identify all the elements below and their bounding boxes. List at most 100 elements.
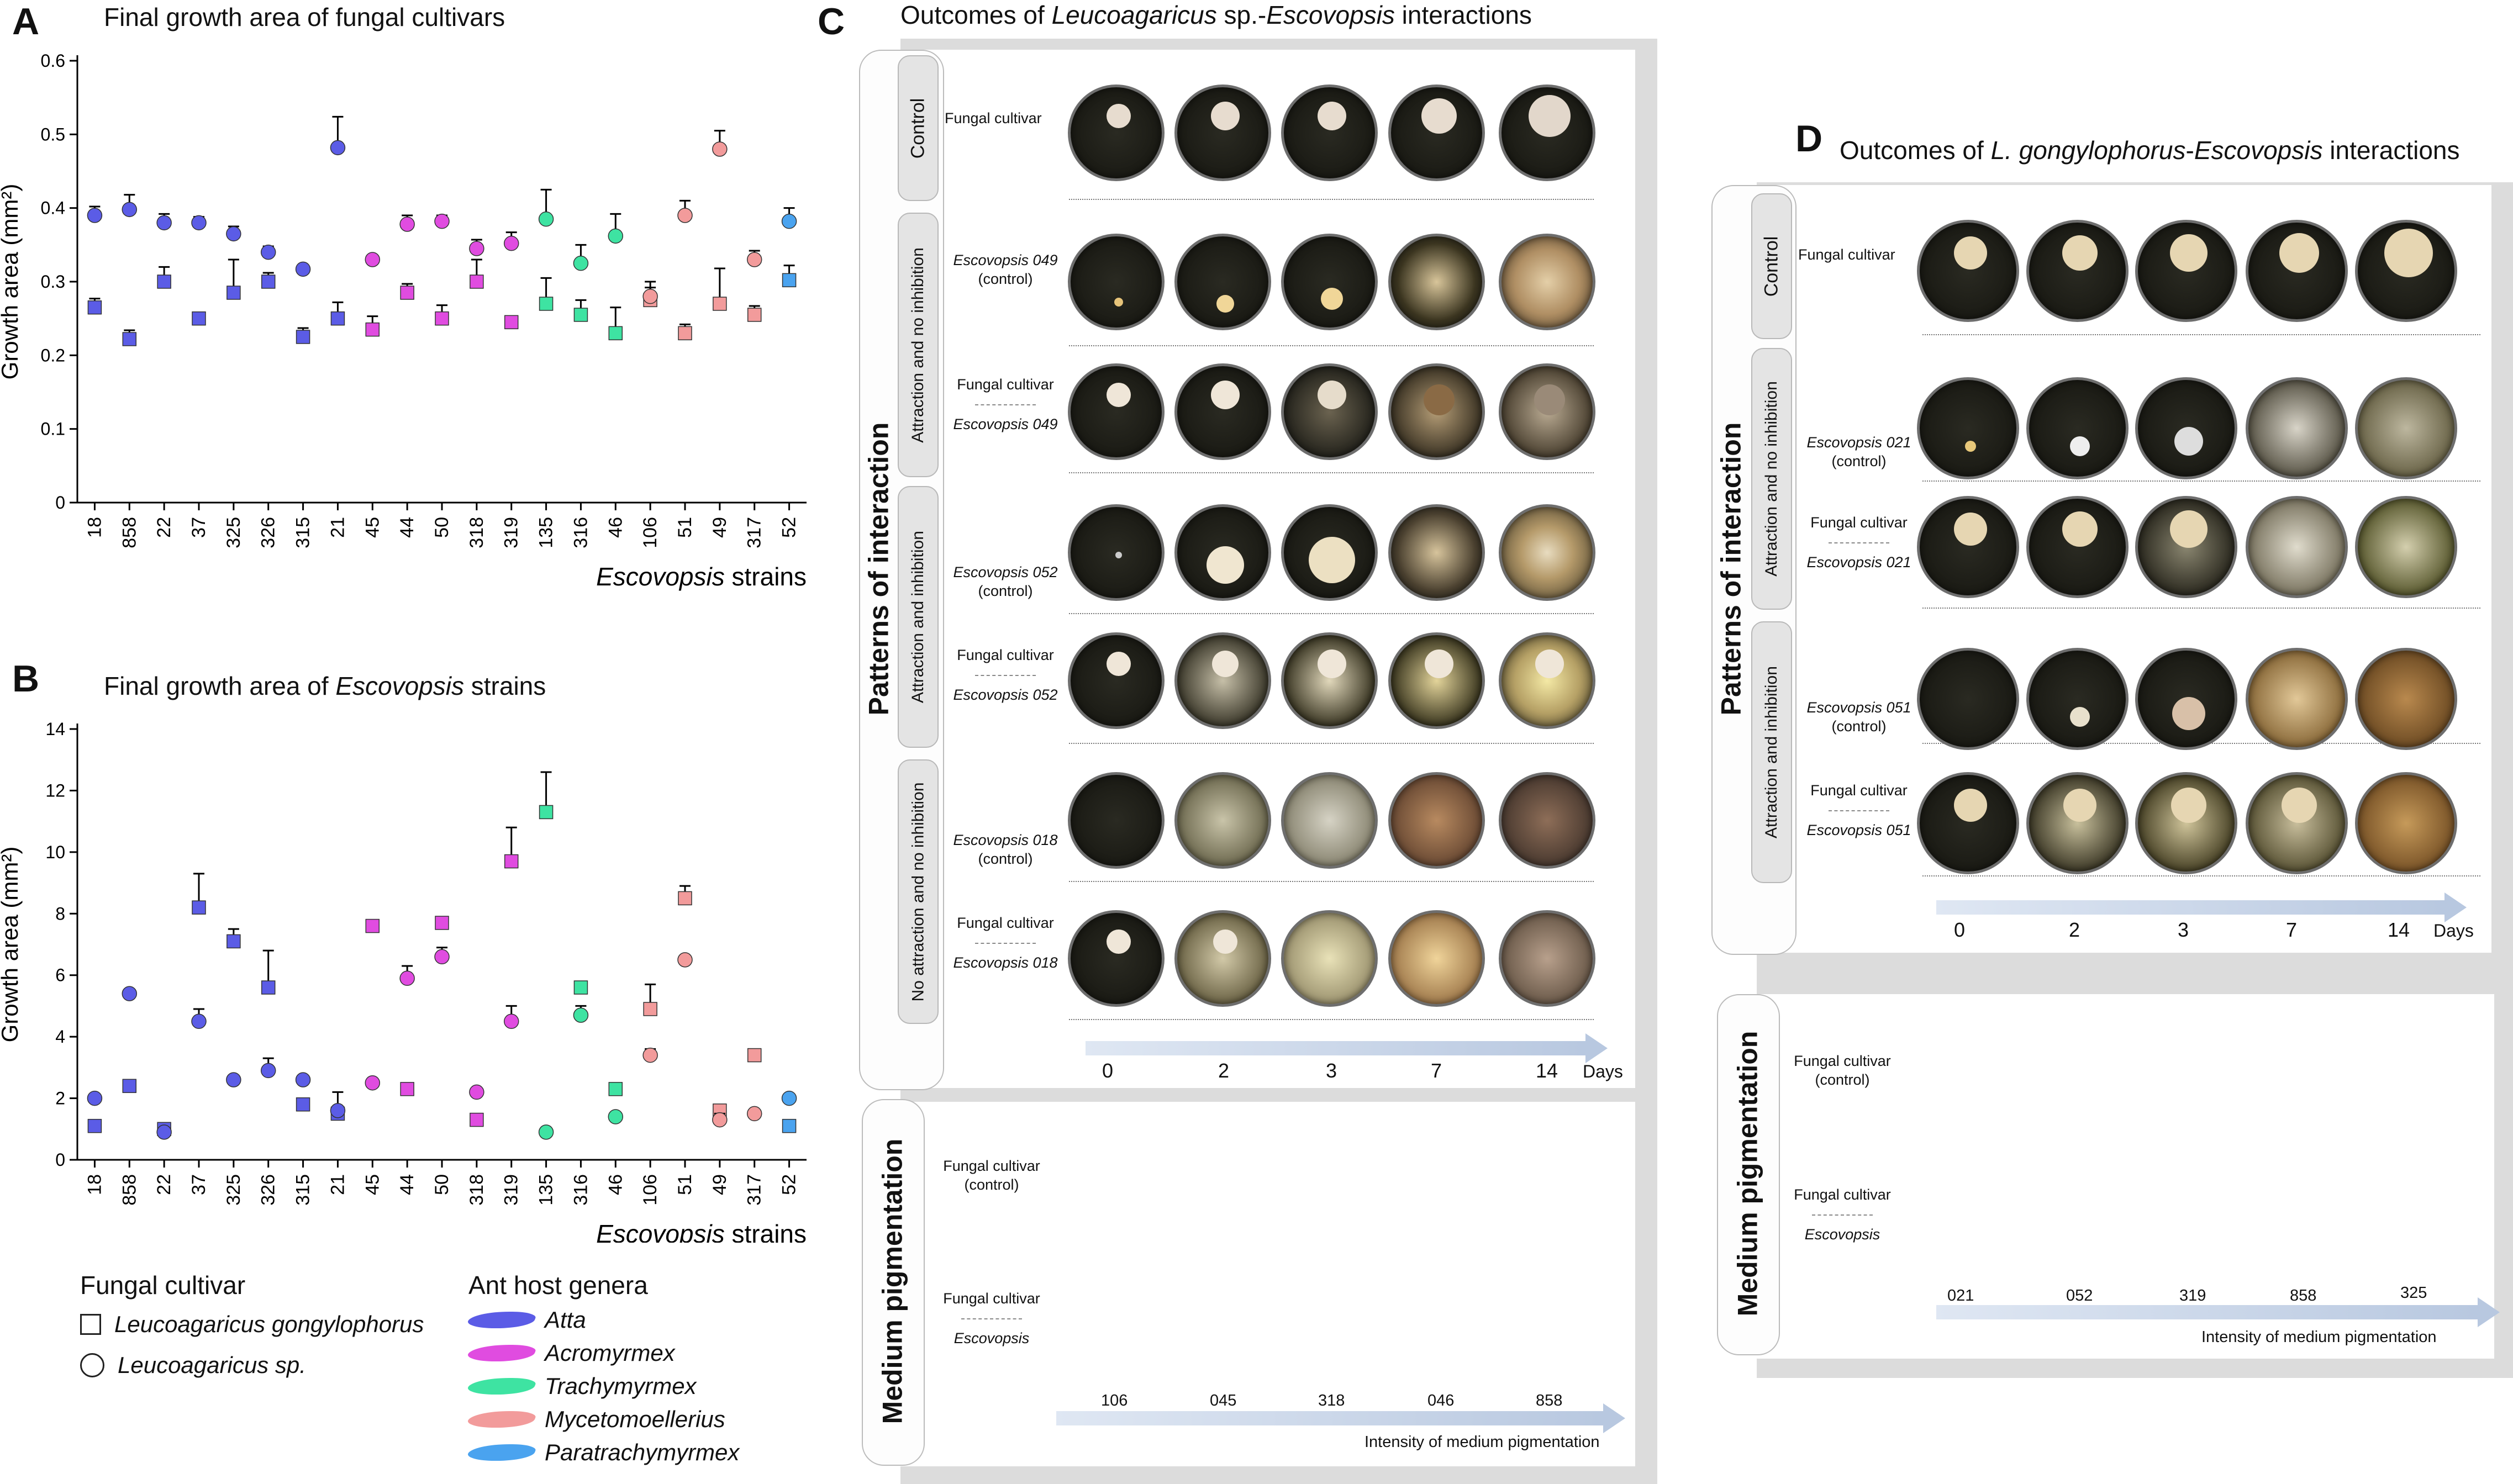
d-row-label-control: Fungal cultivar xyxy=(1798,246,1895,263)
petri-dish-image xyxy=(2026,647,2129,750)
data-point-square xyxy=(87,1118,102,1133)
x-tick-label: 21 xyxy=(327,517,348,538)
panel-a-label: A xyxy=(12,1,40,43)
c-row-separator xyxy=(1069,613,1594,614)
c-days-arrow xyxy=(1086,1033,1608,1063)
c-pigment-intensity-label: Intensity of medium pigmentation xyxy=(1364,1433,1600,1451)
x-axis-title: Escovopsis strains xyxy=(596,1219,807,1243)
petri-dish-image xyxy=(1067,632,1165,729)
data-point-circle xyxy=(365,252,381,267)
data-point-circle xyxy=(608,228,624,244)
petri-dish-image xyxy=(2135,647,2237,750)
tab-c-attraction-inhibition: Attraction and inhibition xyxy=(898,486,939,748)
c-day-3: 3 xyxy=(1326,1059,1337,1082)
x-tick-label: 46 xyxy=(605,517,626,538)
fungal-colony xyxy=(1534,384,1565,415)
ant-genera-legend: Ant host genera Atta Acromyrmex Trachymyrm… xyxy=(465,1270,739,1469)
x-tick-label: 18 xyxy=(84,1174,105,1195)
data-point-circle xyxy=(156,215,172,231)
fungal-colony xyxy=(1115,552,1122,558)
x-tick-label: 45 xyxy=(362,517,383,538)
fungal-colony xyxy=(1309,536,1355,583)
petri-dish-image xyxy=(1281,632,1378,729)
brush-stroke-icon xyxy=(465,1378,538,1395)
petri-dish-image xyxy=(2135,219,2237,322)
data-point-circle xyxy=(712,141,728,157)
c-day-2: 2 xyxy=(1218,1059,1230,1082)
data-point-circle xyxy=(781,213,797,229)
fungal-colony xyxy=(2170,510,2208,548)
brush-stroke-icon xyxy=(465,1345,538,1361)
c-row-label-fc-esc049: Fungal cultivar Escovopsis 049 xyxy=(953,376,1058,432)
c-day-14: 14 xyxy=(1536,1059,1558,1082)
petri-dish-image xyxy=(1067,504,1165,601)
x-tick-label: 325 xyxy=(223,517,244,548)
y-tick-label: 6 xyxy=(55,965,65,985)
x-tick-label: 319 xyxy=(501,517,522,548)
d-pig-strain: 858 xyxy=(2290,1287,2317,1305)
petri-dish-image xyxy=(1174,233,1271,330)
petri-dish-image xyxy=(2026,772,2129,874)
data-point-square xyxy=(608,326,623,341)
data-point-square xyxy=(400,286,414,300)
y-axis-title: Growth area (mm²) xyxy=(0,847,23,1043)
fungal-colony xyxy=(1421,98,1457,134)
petri-dish-image xyxy=(1281,504,1378,601)
data-point-square xyxy=(678,891,692,906)
fungal-colony xyxy=(2070,436,2090,456)
data-point-square xyxy=(608,1082,623,1096)
x-tick-label: 49 xyxy=(709,1174,730,1195)
petri-dish-image xyxy=(2245,377,2348,479)
x-tick-label: 50 xyxy=(431,517,452,538)
y-tick-label: 0.1 xyxy=(41,419,65,439)
y-tick-label: 2 xyxy=(55,1089,65,1108)
petri-dish-image xyxy=(2354,495,2457,598)
data-point-square xyxy=(192,311,206,326)
fungal-colony xyxy=(1107,383,1131,407)
petri-dish-image xyxy=(1916,495,2019,598)
data-point-circle xyxy=(295,261,311,277)
panel-b-label: B xyxy=(12,658,40,700)
fungal-colony xyxy=(1207,546,1244,584)
x-tick-label: 44 xyxy=(397,517,418,538)
d-day-0: 0 xyxy=(1954,918,1966,941)
petri-dish-image xyxy=(1498,910,1595,1007)
y-tick-label: 0 xyxy=(55,493,65,513)
petri-dish-image xyxy=(1388,84,1485,181)
y-tick-label: 0.6 xyxy=(41,51,65,71)
fungal-colony xyxy=(1114,297,1123,307)
data-point-square xyxy=(296,330,310,344)
c-row-separator xyxy=(1069,881,1594,882)
x-tick-label: 315 xyxy=(293,1174,314,1206)
d-row-label-fc-esc051: Fungal cultivar Escovopsis 051 xyxy=(1806,782,1911,838)
data-point-circle xyxy=(330,1103,346,1118)
legend-genus-atta: Atta xyxy=(465,1303,739,1337)
data-point-square xyxy=(261,980,276,995)
data-point-square xyxy=(400,1082,414,1096)
petri-dish-image xyxy=(1174,632,1271,729)
d-pig-fc-control-label: Fungal cultivar (control) xyxy=(1794,1053,1891,1088)
fungal-colony xyxy=(1954,513,1987,546)
x-tick-label: 44 xyxy=(397,1174,418,1195)
d-day-7: 7 xyxy=(2286,918,2298,941)
fungal-colony xyxy=(1321,288,1343,310)
x-tick-label: 49 xyxy=(709,517,730,538)
data-point-square xyxy=(573,308,588,322)
c-days-label: Days xyxy=(1583,1061,1623,1081)
petri-dish-image xyxy=(1498,632,1595,729)
panel-c-pigment-label: Medium pigmentation xyxy=(877,1138,908,1424)
data-point-circle xyxy=(677,208,693,223)
c-pig-fc-label: Fungal cultivar Escovopsis xyxy=(943,1290,1040,1346)
d-row-separator xyxy=(1922,875,2480,876)
data-point-square xyxy=(504,854,519,869)
c-row-label-control: Fungal cultivar xyxy=(945,110,1042,126)
fungal-colony xyxy=(1216,295,1234,313)
c-row-label-esc049-control: Escovopsis 049 (control) xyxy=(953,252,1058,287)
brush-stroke-icon xyxy=(465,1411,538,1428)
y-tick-label: 0 xyxy=(55,1150,65,1170)
panel-a-title: Final growth area of fungal cultivars xyxy=(104,3,505,31)
x-tick-label: 319 xyxy=(501,1174,522,1206)
panel-c-patterns-label: Patterns of interaction xyxy=(863,422,894,716)
data-point-circle xyxy=(712,1112,728,1128)
